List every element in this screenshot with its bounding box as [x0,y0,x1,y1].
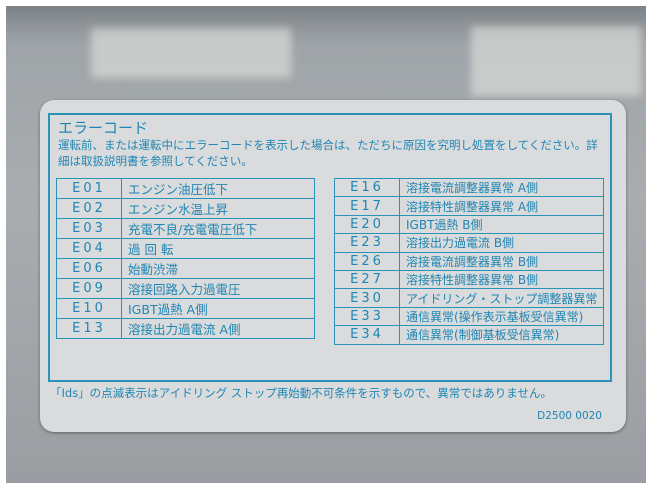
error-description: 始動渋滞 [121,258,315,279]
error-code: E27 [334,269,400,290]
error-code: E02 [56,198,122,219]
label-frame: エラーコード 運転前、または運転中にエラーコードを表示した場合は、ただちに原因を… [48,113,612,382]
error-row: E01 エンジン油圧低下 [56,178,315,199]
error-description: IGBT過熱 B側 [398,214,605,235]
error-row: E03 充電不良/充電電圧低下 [56,218,315,239]
error-description: エンジン水温上昇 [121,198,315,219]
error-description: 溶接出力過電流 B側 [398,233,605,253]
error-row: E04 過 回 転 [56,238,315,259]
label-title: エラーコード [58,119,149,137]
error-description: 溶接電流調整器異常 A側 [398,177,605,198]
error-description: 充電不良/充電電圧低下 [121,218,315,239]
error-code: E06 [56,258,122,279]
error-code: E33 [334,306,400,327]
error-table-left: E01 エンジン油圧低下 E02 エンジン水温上昇 E03 充電不良/充電電圧低下 E04 過… [56,178,315,339]
error-description: 溶接特性調整器異常 A側 [398,196,605,216]
error-code: E17 [334,196,400,216]
error-description: 溶接特性調整器異常 B側 [398,269,605,290]
error-code: E16 [334,177,400,198]
error-row: E34 通信異常(制御基板受信異常) [334,325,605,345]
error-code: E01 [56,178,122,199]
error-description: 通信異常(制御基板受信異常) [398,325,605,345]
error-code: E20 [334,214,400,235]
paint-smudge [471,26,641,96]
error-description: 溶接出力過電流 A側 [121,318,315,339]
error-row: E17 溶接特性調整器異常 A側 [334,196,605,216]
error-code: E26 [334,251,400,271]
error-row: E30 アイドリング・ストップ調整器異常 [334,288,605,308]
error-row: E09 溶接回路入力過電圧 [56,278,315,299]
error-description: 過 回 転 [121,238,315,259]
error-row: E02 エンジン水温上昇 [56,198,315,219]
error-code: E30 [334,288,400,308]
error-description: 通信異常(操作表示基板受信異常) [398,306,605,327]
error-description: 溶接電流調整器異常 B側 [398,251,605,271]
error-description: エンジン油圧低下 [121,178,315,199]
error-description: 溶接回路入力過電圧 [121,278,315,299]
error-row: E27 溶接特性調整器異常 B側 [334,269,605,290]
error-table-right: E16 溶接電流調整器異常 A側 E17 溶接特性調整器異常 A側 E20 IGBT過熱 … [334,177,605,345]
error-code: E23 [334,233,400,253]
idle-stop-note: 「Ids」の点滅表示はアイドリング ストップ再始動不可条件を示すもので、異常では… [50,386,552,400]
error-description: アイドリング・ストップ調整器異常 [398,288,605,308]
photo-background: エラーコード 運転前、または運転中にエラーコードを表示した場合は、ただちに原因を… [6,6,646,483]
error-row: E16 溶接電流調整器異常 A側 [334,177,605,198]
error-description: IGBT過熱 A側 [121,298,315,319]
error-row: E20 IGBT過熱 B側 [334,214,605,235]
error-code: E04 [56,238,122,259]
paint-smudge [91,28,291,78]
error-code: E09 [56,278,122,299]
error-row: E33 通信異常(操作表示基板受信異常) [334,306,605,327]
error-code: E03 [56,218,122,239]
label-description: 運転前、または運転中にエラーコードを表示した場合は、ただちに原因を究明し処置をし… [58,138,598,168]
error-row: E13 溶接出力過電流 A側 [56,318,315,339]
error-row: E10 IGBT過熱 A側 [56,298,315,319]
error-row: E26 溶接電流調整器異常 B側 [334,251,605,271]
error-row: E06 始動渋滞 [56,258,315,279]
error-row: E23 溶接出力過電流 B側 [334,233,605,253]
part-number: D2500 0020 [537,410,602,422]
error-code: E13 [56,318,122,339]
error-code-label: エラーコード 運転前、または運転中にエラーコードを表示した場合は、ただちに原因を… [40,100,626,432]
error-code: E10 [56,298,122,319]
error-code: E34 [334,325,400,345]
